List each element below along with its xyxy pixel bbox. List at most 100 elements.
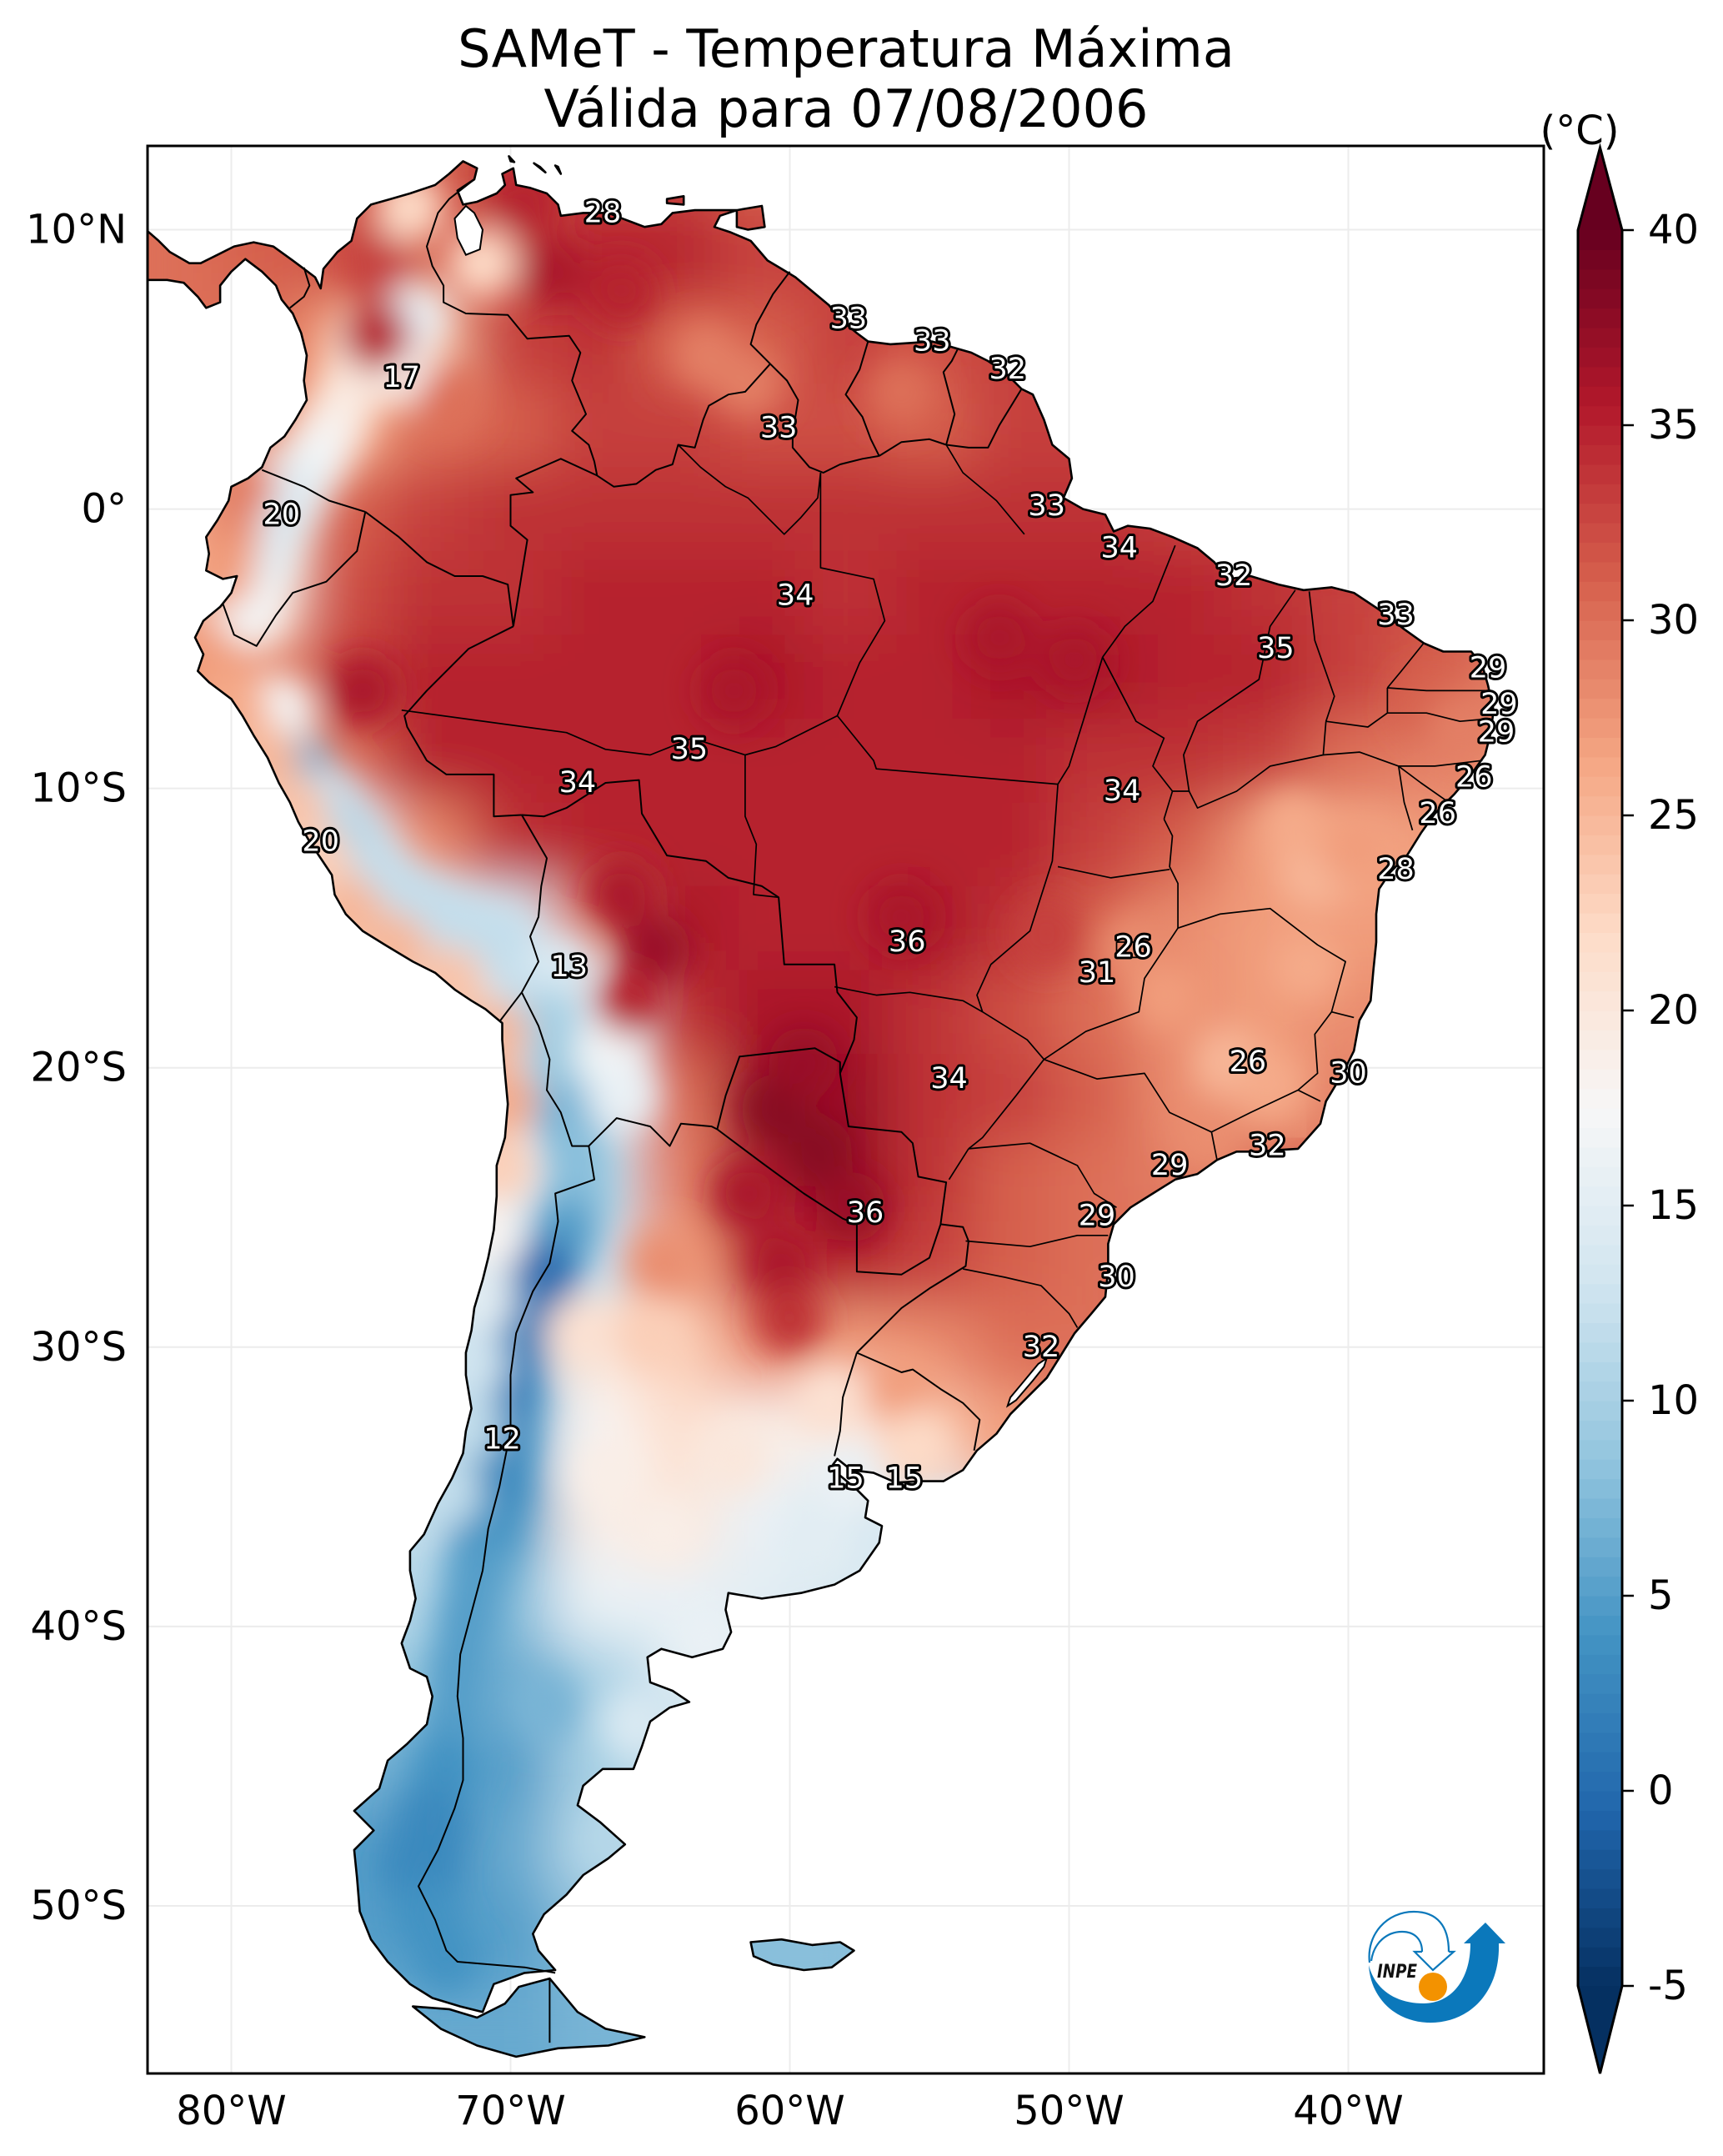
x-tick-label: 40°W bbox=[1293, 2088, 1404, 2134]
state-border bbox=[744, 755, 779, 899]
field-point bbox=[411, 1923, 482, 1994]
country-border bbox=[222, 511, 367, 647]
state-border bbox=[976, 784, 1059, 1012]
colorbar-band bbox=[1578, 1069, 1622, 1090]
station-label: 33 bbox=[1028, 489, 1065, 523]
colorbar-band bbox=[1578, 737, 1622, 758]
colorbar-band bbox=[1578, 815, 1622, 835]
field-cell bbox=[468, 718, 553, 804]
field-cell bbox=[636, 1975, 721, 2057]
colorbar-band bbox=[1578, 990, 1622, 1011]
colorbar-band bbox=[1578, 542, 1622, 563]
field-point bbox=[629, 1228, 699, 1299]
field-point bbox=[866, 356, 937, 427]
field-cell bbox=[971, 970, 1056, 1055]
field-cell bbox=[887, 1054, 973, 1139]
state-border bbox=[963, 1268, 1079, 1328]
field-point bbox=[1319, 815, 1390, 885]
colorbar-band bbox=[1578, 1049, 1622, 1070]
country-border bbox=[716, 1047, 841, 1130]
field-cell bbox=[636, 1892, 721, 1977]
colorbar-extend-min bbox=[1578, 1986, 1622, 2073]
colorbar-band bbox=[1578, 386, 1622, 407]
colorbar-band bbox=[1578, 1459, 1622, 1480]
colorbar-band bbox=[1578, 1927, 1622, 1948]
field-cell bbox=[1139, 634, 1224, 720]
field-cell bbox=[804, 718, 889, 804]
temperature-field bbox=[148, 156, 1494, 2057]
colorbar: -5 0 5 10 15 20 25 30 35 40 bbox=[1576, 143, 1699, 2074]
field-cell bbox=[1390, 970, 1475, 1055]
colorbar-band bbox=[1578, 756, 1622, 777]
station-label: 12 bbox=[483, 1422, 521, 1456]
field-cell bbox=[552, 1892, 638, 1977]
country-border bbox=[769, 363, 879, 474]
field-cell bbox=[552, 467, 638, 552]
country-border bbox=[942, 349, 959, 445]
country-border bbox=[509, 458, 598, 627]
field-point bbox=[573, 1437, 644, 1508]
station-label: 26 bbox=[1455, 760, 1493, 794]
colorbar-band bbox=[1578, 288, 1622, 309]
y-tick-label: 50°S bbox=[30, 1883, 127, 1929]
field-cell bbox=[719, 156, 805, 217]
colorbar-band bbox=[1578, 1166, 1622, 1187]
state-border bbox=[1398, 765, 1450, 804]
colorbar-band bbox=[1578, 1615, 1622, 1636]
field-cell bbox=[971, 718, 1056, 804]
colorbar-band bbox=[1578, 503, 1622, 524]
colorbar-band bbox=[1578, 600, 1622, 621]
field-cell bbox=[636, 1975, 721, 2057]
country-border bbox=[289, 267, 311, 309]
field-cell bbox=[719, 1892, 805, 1977]
field-point bbox=[436, 1328, 507, 1399]
field-cell bbox=[1054, 1137, 1140, 1222]
colorbar-tick-label: -5 bbox=[1648, 1963, 1688, 2009]
colorbar-band bbox=[1578, 1206, 1622, 1226]
colorbar-band bbox=[1578, 1849, 1622, 1870]
field-cell bbox=[1139, 550, 1224, 636]
colorbar-band bbox=[1578, 893, 1622, 914]
station-label: 35 bbox=[671, 733, 709, 766]
state-border bbox=[1043, 927, 1179, 1060]
colorbar-band bbox=[1578, 1225, 1622, 1246]
field-point bbox=[185, 538, 256, 609]
state-border bbox=[819, 473, 886, 716]
y-tick-label: 40°S bbox=[30, 1603, 127, 1650]
colorbar-band bbox=[1578, 268, 1622, 289]
field-cell bbox=[636, 550, 721, 636]
colorbar-band bbox=[1578, 776, 1622, 797]
field-cell bbox=[636, 383, 721, 469]
country-border bbox=[588, 1117, 718, 1147]
field-point bbox=[358, 912, 428, 983]
country-border bbox=[844, 341, 880, 457]
y-axis-ticks: 10°N 0° 10°S 20°S 30°S 40°S 50°S bbox=[26, 207, 127, 1930]
colorbar-band bbox=[1578, 1439, 1622, 1460]
field-cell bbox=[217, 802, 303, 887]
state-border bbox=[1044, 1058, 1212, 1133]
field-cell bbox=[971, 1221, 1056, 1306]
field-cell bbox=[719, 156, 805, 217]
colorbar-band bbox=[1578, 1322, 1622, 1343]
colorbar-tick-label: 35 bbox=[1648, 402, 1699, 449]
field-point bbox=[1131, 963, 1202, 1033]
state-border bbox=[834, 985, 984, 1013]
field-cell bbox=[217, 299, 303, 384]
state-border bbox=[968, 1142, 1117, 1209]
colorbar-band bbox=[1578, 679, 1622, 699]
colorbar-band bbox=[1578, 308, 1622, 328]
field-cell bbox=[384, 550, 470, 636]
colorbar-band bbox=[1578, 1030, 1622, 1050]
field-cell bbox=[301, 1640, 386, 1726]
field-cell bbox=[636, 1724, 721, 1809]
field-point bbox=[629, 1497, 699, 1567]
state-border bbox=[1115, 941, 1145, 959]
field-cell bbox=[301, 1557, 386, 1642]
field-cell bbox=[468, 1808, 553, 1893]
station-label: 33 bbox=[760, 411, 798, 444]
field-point bbox=[413, 945, 484, 1016]
state-border bbox=[1386, 642, 1425, 689]
station-label: 32 bbox=[1249, 1130, 1286, 1163]
